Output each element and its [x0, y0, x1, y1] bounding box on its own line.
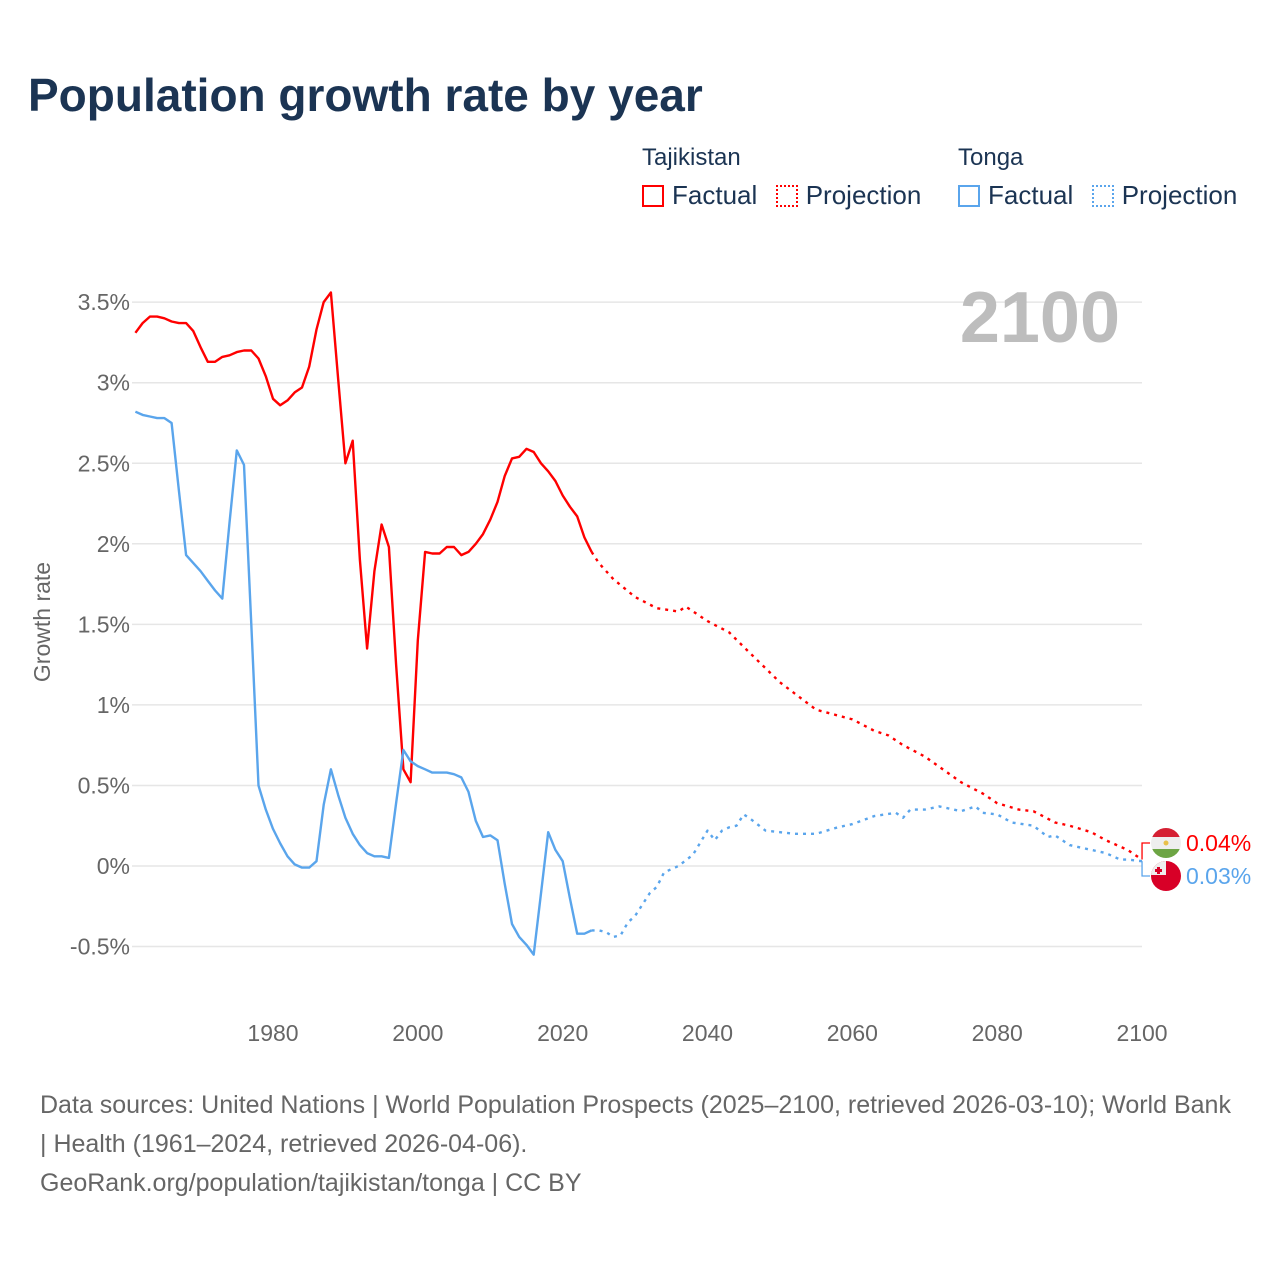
x-tick-label: 2020	[537, 1020, 588, 1046]
footer: Data sources: United Nations | World Pop…	[40, 1086, 1240, 1203]
y-tick-label: 3.5%	[78, 289, 130, 315]
y-tick-label: 0.5%	[78, 772, 130, 798]
legend-tajikistan-projection[interactable]: Projection	[775, 180, 922, 211]
legend-tonga: Tonga Factual Projection	[958, 144, 1237, 212]
legend-tonga-projection[interactable]: Projection	[1091, 180, 1238, 211]
x-tick-label: 2060	[827, 1020, 878, 1046]
y-tick-label: 3%	[97, 370, 130, 396]
y-tick-label: -0.5%	[70, 934, 130, 960]
tonga-projection-line	[591, 805, 1143, 939]
tajikistan-projection-line	[590, 551, 1143, 861]
x-tick-label: 1980	[247, 1020, 298, 1046]
legend-group-name: Tonga	[958, 144, 1024, 171]
x-tick-label: 2040	[682, 1020, 733, 1046]
chart-title: Population growth rate by year	[28, 69, 703, 121]
y-tick-label: 1%	[97, 692, 130, 718]
y-tick-label: 2.5%	[78, 450, 130, 476]
x-tick-label: 2100	[1116, 1020, 1167, 1046]
legend-tajikistan-factual[interactable]: Factual	[642, 180, 757, 211]
x-tick-label: 2080	[972, 1020, 1023, 1046]
tajikistan-end-value: 0.04%	[1186, 830, 1251, 856]
legend-tonga-factual[interactable]: Factual	[958, 180, 1073, 211]
y-tick-label: 1.5%	[78, 611, 130, 637]
y-tick-label: 2%	[97, 531, 130, 557]
dotted-swatch-icon	[775, 184, 798, 207]
y-axis-label: Growth rate	[29, 562, 55, 682]
solid-swatch-icon	[958, 184, 980, 207]
tonga-factual-line	[134, 410, 593, 956]
legend-group-name: Tajikistan	[642, 144, 741, 171]
y-tick-label: 0%	[97, 853, 130, 879]
solid-swatch-icon	[642, 184, 664, 207]
tonga-end-value: 0.03%	[1186, 863, 1251, 889]
legend-label: Projection	[1121, 180, 1238, 210]
credit-link[interactable]: GeoRank.org/population/tajikistan/tonga …	[40, 1169, 582, 1197]
legend-label: Factual	[988, 180, 1074, 210]
legend-label: Factual	[672, 180, 758, 210]
year-watermark: 2100	[960, 278, 1120, 358]
end-label-connector	[1141, 861, 1151, 877]
dotted-swatch-icon	[1091, 184, 1114, 207]
tajikistan-factual-line	[134, 291, 593, 784]
tajikistan-flag-icon	[1151, 828, 1181, 858]
legend-tajikistan: Tajikistan Factual Projection	[642, 144, 935, 212]
legend-label: Projection	[805, 180, 922, 210]
end-label-connector	[1141, 842, 1151, 860]
data-sources: Data sources: United Nations | World Pop…	[40, 1091, 1231, 1158]
x-tick-label: 2000	[392, 1020, 443, 1046]
tonga-flag-icon	[1151, 861, 1181, 891]
